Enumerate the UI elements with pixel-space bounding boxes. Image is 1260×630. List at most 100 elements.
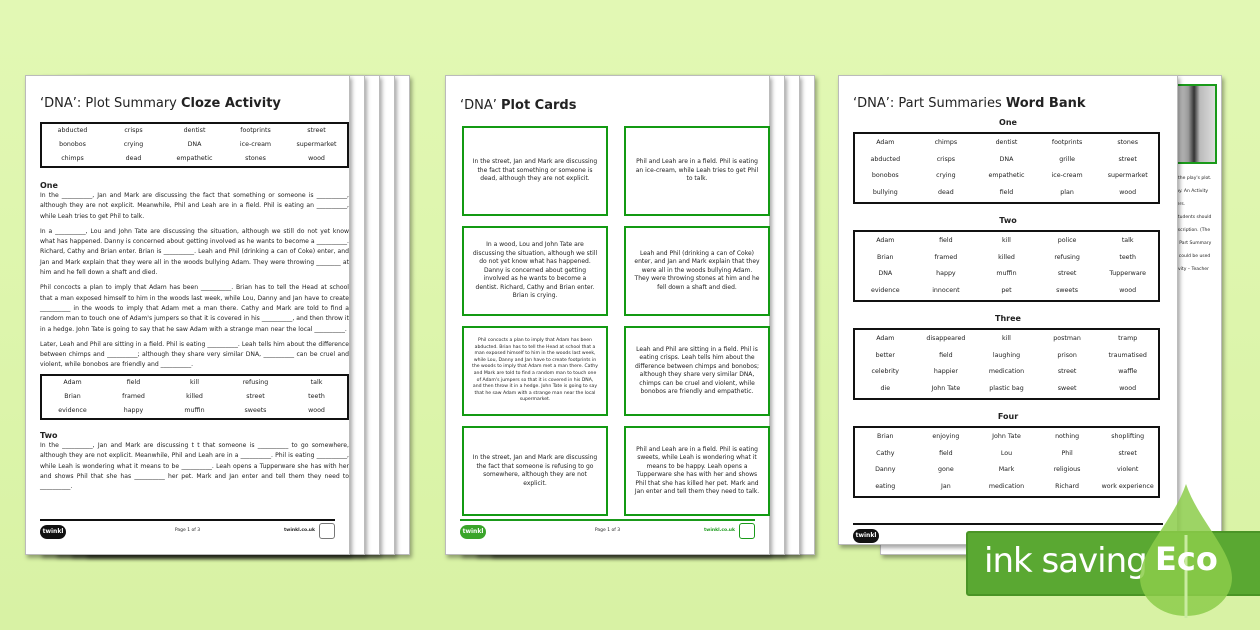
instruction-snippet: f the play's plot. [1175, 176, 1212, 181]
twinkl-logo: twinkl [460, 525, 486, 539]
cloze-paragraph: In the __________, Jan and Mark are disc… [40, 442, 349, 491]
word-bank-word: abducted [870, 155, 901, 163]
word-bank-word: John Tate [992, 433, 1021, 441]
instruction-snippet: s could be used [1175, 254, 1211, 259]
word-bank-word: framed [122, 393, 145, 400]
word-bank-word: teeth [308, 393, 325, 400]
word-bank-word: grille [1059, 155, 1075, 163]
word-bank-word: medication [988, 368, 1025, 376]
instruction-snippet: tivity – Teacher [1175, 267, 1209, 272]
word-bank-word: ice-cream [239, 141, 272, 148]
word-bank-word: footprints [240, 127, 271, 134]
title-bold: Word Bank [1005, 96, 1086, 111]
cloze-activity-page[interactable]: ‘DNA’: Plot Summary Cloze Activity abduc… [25, 75, 350, 555]
leaf-drop-icon [1140, 484, 1232, 618]
word-bank-word: street [1118, 155, 1137, 163]
plot-card[interactable]: Leah and Phil (drinking a can of Coke) e… [624, 226, 770, 316]
word-bank-word: street [1118, 449, 1137, 457]
word-bank-word: Richard [1055, 482, 1080, 490]
word-bank-word: Brian [877, 433, 894, 441]
page-title: ‘DNA’ Plot Cards [460, 98, 576, 113]
twinkl-logo: twinkl [40, 525, 66, 539]
word-bank-word: religious [1053, 466, 1081, 474]
word-bank-word: field [999, 188, 1014, 196]
word-bank-word: waffle [1118, 368, 1138, 376]
word-bank-word: Jan [941, 482, 951, 490]
cover-image [1175, 84, 1217, 164]
section-one-text: In the __________, Jan and Mark are disc… [40, 191, 349, 376]
page-footer: twinkl [853, 523, 1163, 545]
word-bank-word: chimps [934, 139, 958, 147]
word-bank-word: stones [1117, 139, 1139, 147]
word-bank-word: sweet [1057, 384, 1077, 392]
word-bank-word: ice-cream [1051, 172, 1083, 180]
word-bank-box: Adam disappeared kill postman tramp better fie… [853, 328, 1160, 400]
word-bank-word: Adam [876, 237, 895, 245]
word-bank-word: disappeared [926, 335, 966, 343]
word-bank-word: plastic bag [989, 384, 1024, 392]
word-bank-word: kill [1002, 335, 1011, 343]
word-bank-word: eating [875, 482, 896, 490]
word-bank-word: innocent [932, 286, 960, 294]
word-bank-word: Lou [1000, 449, 1013, 457]
page-number: Page 1 of 3 [174, 528, 201, 533]
word-bank-box: Adam chimps dentist footprints stones abducte… [853, 132, 1160, 204]
word-bank-word: wood [1119, 188, 1137, 196]
word-bank-word: dentist [183, 127, 206, 134]
word-bank-word: sweets [1056, 286, 1079, 294]
word-bank-word: Danny [875, 466, 896, 474]
word-bank-word: Phil [1061, 449, 1073, 457]
word-bank-word: Brian [64, 393, 81, 400]
page-footer: twinkl Page 1 of 3 twinkl.co.uk [460, 519, 755, 541]
word-bank-word: muffin [184, 407, 205, 414]
word-bank-word: violent [1116, 466, 1139, 474]
word-bank-word: field [126, 379, 141, 386]
word-bank-box: Adam field kill police talk Brian framed killed… [853, 230, 1160, 302]
plot-card[interactable]: Phil concocts a plan to imply that Adam … [462, 326, 608, 416]
title-plain: ‘DNA’ [460, 98, 502, 113]
page-title: ‘DNA’: Plot Summary Cloze Activity [40, 96, 281, 111]
plot-card[interactable]: Phil and Leah are in a field. Phil is ea… [624, 126, 770, 216]
word-bank-word: street [307, 127, 326, 134]
word-bank-word: Cathy [876, 449, 895, 457]
plot-cards-page[interactable]: ‘DNA’ Plot Cards In the street, Jan and … [445, 75, 770, 555]
word-bank-word: sweets [244, 407, 267, 414]
quality-badge-icon [319, 523, 335, 539]
word-bank-word: killed [186, 393, 203, 400]
plot-card[interactable]: In the street, Jan and Mark are discussi… [462, 126, 608, 216]
page-title: ‘DNA’: Part Summaries Word Bank [853, 96, 1086, 111]
word-bank-word: chimps [61, 155, 84, 162]
title-bold: Cloze Activity [181, 96, 281, 111]
section-two-text: In the __________, Jan and Mark are disc… [40, 441, 349, 497]
title-bold: Plot Cards [501, 98, 577, 113]
word-bank-word: crying [123, 141, 144, 148]
plot-card[interactable]: In the street, Jan and Mark are discussi… [462, 426, 608, 516]
word-bank-word: dentist [995, 139, 1018, 147]
word-bank-word: DNA [999, 155, 1014, 163]
word-bank-word: happier [933, 368, 958, 376]
plot-card[interactable]: Leah and Phil are sitting in a field. Ph… [624, 326, 770, 416]
instruction-snippet: escription. (The [1175, 228, 1211, 233]
cloze-paragraph: In the __________, Jan and Mark are disc… [40, 192, 349, 220]
section-heading-two: Two [40, 431, 58, 440]
ink-saving-label: ink saving [984, 541, 1148, 581]
word-bank-word: dead [125, 155, 142, 162]
word-bank-word: happy [123, 407, 144, 414]
word-bank-word: empathetic [988, 172, 1025, 180]
cloze-paragraph: In a __________, Lou and John Tate are d… [40, 227, 349, 277]
word-bank-word: street [1057, 270, 1077, 278]
word-bank-word: empathetic [176, 155, 213, 162]
word-bank-word: wood [308, 407, 325, 414]
word-bank-word: Adam [63, 379, 82, 386]
quality-badge-icon [739, 523, 755, 539]
word-bank-word: street [246, 393, 265, 400]
title-plain: ‘DNA’: Plot Summary [40, 96, 181, 111]
plot-card[interactable]: In a wood, Lou and John Tate are discuss… [462, 226, 608, 316]
word-bank-word: police [1057, 237, 1077, 245]
twinkl-logo: twinkl [853, 529, 879, 543]
word-bank-word: kill [1002, 237, 1011, 245]
title-plain: ‘DNA’: Part Summaries [853, 96, 1006, 111]
word-bank-page[interactable]: ‘DNA’: Part Summaries Word Bank One Adam c… [838, 75, 1178, 545]
plot-card[interactable]: Phil and Leah are in a field. Phil is ea… [624, 426, 770, 516]
word-bank-word: Tupperware [1109, 270, 1147, 278]
